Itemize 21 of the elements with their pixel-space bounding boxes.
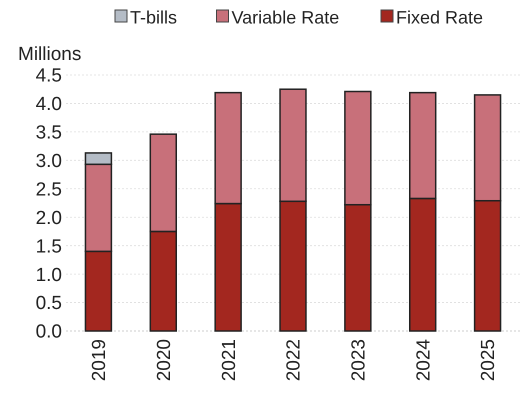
x-tick-label: 2020	[154, 339, 175, 382]
y-tick-label: 2.0	[36, 208, 62, 229]
y-tick-label: 3.5	[36, 122, 62, 144]
x-tick-label: 2019	[89, 339, 110, 382]
x-tick-label: 2021	[218, 339, 240, 382]
y-tick-label: 0.0	[36, 322, 62, 343]
x-tick-label: 2023	[348, 339, 370, 382]
y-tick-label: 0.5	[36, 293, 62, 314]
legend-label: Variable Rate	[232, 7, 340, 28]
y-tick-label: 4.5	[36, 66, 62, 87]
legend-label: Fixed Rate	[396, 7, 484, 28]
y-tick-label: 1.5	[36, 236, 62, 258]
y-tick-label: 3.0	[36, 150, 62, 172]
x-tick-label: 2022	[284, 339, 305, 382]
legend-label: T-bills	[130, 7, 178, 28]
y-axis-title: Millions	[18, 44, 82, 65]
x-tick-label: 2025	[478, 339, 500, 382]
y-tick-label: 1.0	[36, 264, 62, 286]
y-tick-label: 2.5	[36, 179, 62, 200]
y-tick-label: 4.0	[36, 94, 62, 116]
x-tick-label: 2024	[413, 338, 434, 382]
